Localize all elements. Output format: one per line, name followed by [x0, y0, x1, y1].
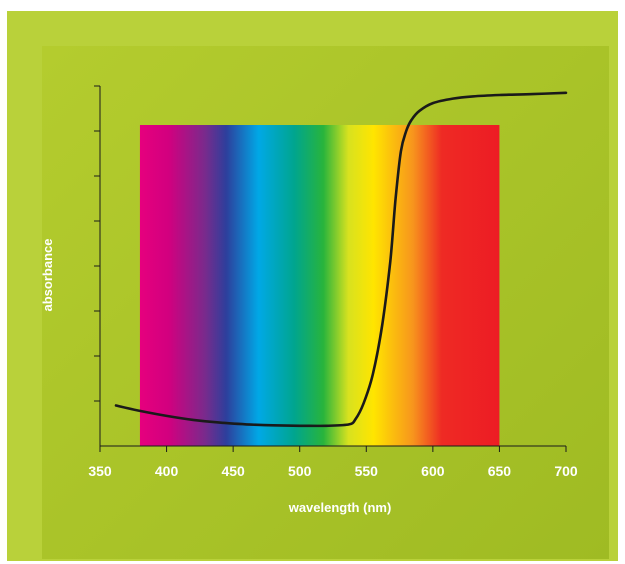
x-tick-label: 650: [488, 463, 512, 479]
x-tick-label: 450: [221, 463, 245, 479]
x-tick-label: 550: [355, 463, 379, 479]
x-tick-label: 500: [288, 463, 312, 479]
visible-spectrum-band: [139, 125, 500, 446]
x-axis-title: wavelength (nm): [288, 500, 392, 515]
x-tick-label: 700: [554, 463, 578, 479]
x-tick-label: 600: [421, 463, 445, 479]
x-tick-label: 350: [88, 463, 112, 479]
y-ticks: [94, 85, 100, 402]
x-ticks: 350 400 450 500 550 600 650 700: [88, 446, 578, 479]
absorbance-curve: [114, 91, 568, 428]
x-tick-label: 400: [155, 463, 179, 479]
y-axis-title: absorbance: [40, 239, 55, 312]
